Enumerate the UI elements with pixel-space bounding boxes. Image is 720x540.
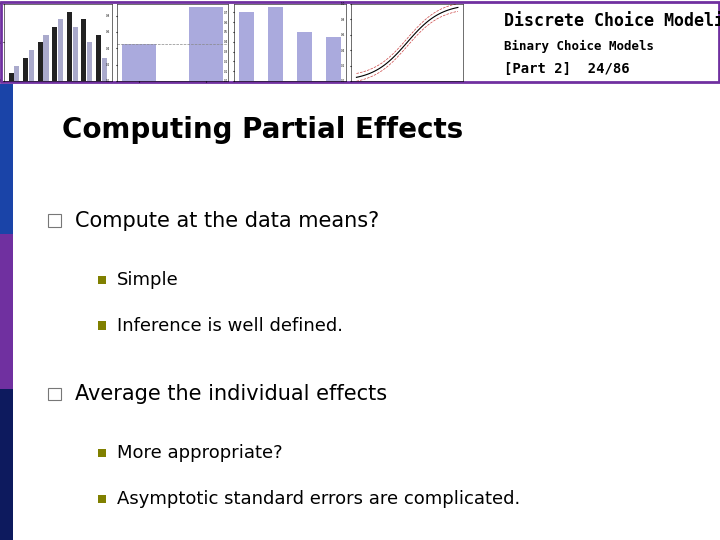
Bar [326, 37, 341, 81]
Bar [98, 449, 107, 457]
Bar [122, 44, 156, 81]
Bar [52, 27, 57, 81]
Bar [239, 12, 253, 81]
Bar [73, 27, 78, 81]
Bar [297, 32, 312, 81]
Text: Average the individual effects: Average the individual effects [75, 384, 387, 404]
Bar [0, 234, 13, 389]
Text: Inference is well defined.: Inference is well defined. [117, 316, 343, 335]
Text: More appropriate?: More appropriate? [117, 444, 282, 462]
Bar [9, 73, 14, 81]
Text: Computing Partial Effects: Computing Partial Effects [63, 116, 464, 144]
Bar [67, 11, 72, 81]
Bar [37, 42, 42, 81]
Bar [14, 65, 19, 81]
Bar [43, 35, 48, 81]
Bar [58, 19, 63, 81]
FancyBboxPatch shape [1, 2, 719, 82]
Bar [1, 3, 491, 81]
Bar [48, 214, 61, 227]
Bar [98, 495, 107, 503]
Bar [48, 388, 61, 400]
Bar [96, 35, 101, 81]
Bar [87, 42, 92, 81]
Bar [189, 8, 223, 81]
Bar [0, 84, 13, 234]
Text: Binary Choice Models: Binary Choice Models [504, 39, 654, 52]
Bar [102, 58, 107, 81]
Bar [81, 19, 86, 81]
Bar [0, 389, 13, 540]
Bar [23, 58, 28, 81]
Text: Discrete Choice Modeling: Discrete Choice Modeling [504, 11, 720, 30]
Text: Asymptotic standard errors are complicated.: Asymptotic standard errors are complicat… [117, 490, 520, 508]
Text: Compute at the data means?: Compute at the data means? [75, 211, 379, 231]
Bar [98, 276, 107, 284]
Bar [29, 50, 34, 81]
Text: Simple: Simple [117, 271, 179, 289]
Bar [98, 321, 107, 329]
Text: [Part 2]  24/86: [Part 2] 24/86 [504, 63, 629, 77]
Bar [268, 8, 282, 81]
